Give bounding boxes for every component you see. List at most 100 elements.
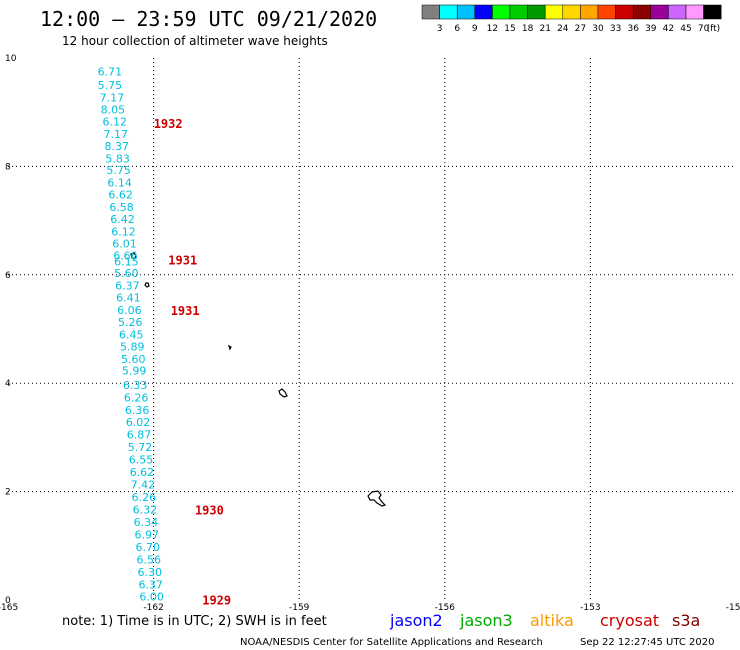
x-tick-label: -156	[435, 603, 456, 613]
x-tick-label: -150	[726, 603, 740, 613]
swh-value-label: 5.83	[105, 152, 130, 165]
satellite-label-altika: altika	[530, 611, 574, 630]
scale-label: 70	[698, 24, 710, 34]
scale-label: 33	[610, 24, 621, 34]
scale-label: 24	[557, 24, 569, 34]
scale-label: 6	[454, 24, 460, 34]
swh-value-label: 6.37	[115, 280, 140, 293]
swh-value-label: 6.02	[126, 416, 151, 429]
scale-swatch	[527, 4, 546, 20]
scale-label: 18	[522, 24, 534, 34]
swh-value-label: 6.58	[109, 201, 134, 214]
chart-subtitle: 12 hour collection of altimeter wave hei…	[62, 34, 328, 48]
satellite-label-jason3: jason3	[459, 611, 513, 630]
swh-value-label: 6.41	[116, 292, 141, 305]
scale-unit: (ft)	[707, 24, 721, 34]
swh-value-label: 6.71	[98, 66, 123, 79]
pass-time-label: 1931	[171, 304, 200, 318]
swh-value-label: 7.42	[131, 479, 156, 492]
swh-value-label: 6.62	[130, 466, 155, 479]
x-tick-label: -162	[143, 603, 163, 613]
scale-swatch	[650, 4, 669, 20]
color-scale-legend: 3 6 9 12 15 18 21 24 27 30 33 36 39 42 45 70(ft)	[421, 4, 722, 34]
y-tick-label: 10	[5, 54, 17, 64]
land-outlines	[130, 252, 387, 507]
swh-value-label: 6.36	[125, 404, 150, 417]
y-tick-label: 8	[5, 162, 11, 172]
x-tick-label: -159	[289, 603, 310, 613]
satellite-label-s3a: s3a	[672, 611, 700, 630]
y-tick-label: 2	[5, 488, 11, 498]
swh-value-label: 6.33	[123, 379, 148, 392]
swh-value-label: 6.00	[139, 591, 164, 604]
scale-swatch	[703, 4, 722, 20]
swh-value-label: 8.05	[101, 103, 126, 116]
swh-value-label: 6.87	[127, 429, 152, 442]
y-tick-label: 4	[5, 379, 11, 389]
scale-swatch	[492, 4, 511, 20]
swh-value-label: 6.26	[132, 491, 157, 504]
pass-time-label: 1932	[154, 117, 183, 131]
scale-swatch	[421, 4, 440, 20]
scale-label: 36	[627, 24, 639, 34]
y-axis-ticks: 0 2 4 6 8 10	[5, 54, 17, 606]
swh-value-label: 6.55	[129, 454, 154, 467]
pass-time-label: 1931	[168, 254, 197, 268]
scale-swatch	[668, 4, 687, 20]
swh-value-label: 5.75	[98, 79, 123, 92]
footer-credit: NOAA/NESDIS Center for Satellite Applica…	[240, 637, 543, 648]
scale-swatch	[615, 4, 634, 20]
scale-label: 3	[437, 24, 443, 34]
swh-value-label: 6.01	[112, 237, 137, 250]
scale-label: 12	[487, 24, 498, 34]
swh-value-label: 5.89	[120, 340, 145, 353]
island-oahu	[227, 344, 232, 351]
swh-value-label: 6.15	[114, 255, 139, 268]
scale-label: 15	[504, 24, 515, 34]
swh-value-label: 6.26	[124, 391, 149, 404]
scale-label: 39	[645, 24, 657, 34]
scale-label: 30	[592, 24, 604, 34]
x-axis-ticks: -165 -162 -159 -156 -153 -150	[0, 603, 740, 613]
scale-swatch	[562, 4, 581, 20]
pass-time-label: 1930	[195, 503, 224, 517]
satellite-label-cryosat: cryosat	[600, 611, 659, 630]
scale-swatch	[597, 4, 616, 20]
swh-value-label: 7.17	[100, 92, 125, 105]
satellite-legend: jason2 jason3 altika cryosat s3a	[389, 611, 700, 630]
scale-swatch	[685, 4, 704, 20]
chart-title: 12:00 – 23:59 UTC 09/21/2020	[40, 7, 377, 31]
swh-value-label: 6.62	[108, 189, 133, 202]
swh-value-label: 6.12	[103, 115, 128, 128]
swh-value-label: 6.14	[107, 177, 132, 190]
scale-swatch	[509, 4, 528, 20]
swh-value-label: 6.37	[138, 578, 163, 591]
scale-label: 9	[472, 24, 478, 34]
swh-value-label: 6.97	[135, 528, 160, 541]
swh-value-label: 6.30	[137, 566, 162, 579]
swh-value-label: 6.45	[119, 328, 144, 341]
scale-swatch	[544, 4, 564, 20]
swh-value-label: 5.26	[118, 316, 143, 329]
time-annotations: 1932 1931 1931 1930 1929	[154, 117, 231, 607]
x-tick-label: -165	[0, 603, 18, 613]
y-tick-label: 0	[5, 596, 11, 606]
swh-value-label: 6.06	[117, 304, 142, 317]
scale-label: 27	[575, 24, 586, 34]
swh-value-label: 6.34	[134, 516, 159, 529]
satellite-label-jason2: jason2	[389, 611, 443, 630]
swh-value-label: 6.32	[133, 503, 158, 516]
scale-label: 45	[680, 24, 691, 34]
swh-value-label: 6.42	[110, 213, 135, 226]
scale-label: 21	[539, 24, 550, 34]
x-tick-label: -153	[580, 603, 600, 613]
scale-swatch	[580, 4, 599, 20]
swh-value-label: 7.17	[103, 128, 128, 141]
footer-note: note: 1) Time is in UTC; 2) SWH is in fe…	[62, 614, 327, 629]
swh-value-label: 6.12	[111, 225, 136, 238]
swh-value-label: 5.72	[128, 441, 153, 454]
swh-value-label: 5.75	[106, 164, 131, 177]
scale-label: 42	[663, 24, 674, 34]
scale-swatch	[439, 4, 458, 20]
